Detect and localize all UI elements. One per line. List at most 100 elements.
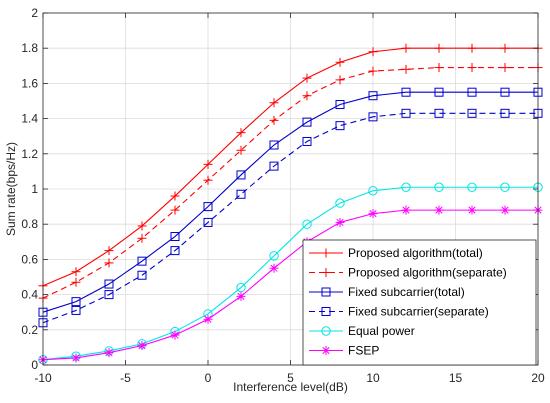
data-point bbox=[71, 277, 81, 287]
data-point bbox=[335, 75, 345, 85]
data-point bbox=[467, 87, 477, 97]
data-point bbox=[302, 91, 312, 101]
data-point bbox=[71, 267, 81, 277]
data-point bbox=[467, 205, 477, 215]
data-point bbox=[104, 348, 114, 358]
data-point bbox=[434, 43, 444, 53]
x-tick-label: 10 bbox=[366, 371, 380, 385]
data-point bbox=[104, 290, 114, 300]
data-point bbox=[203, 217, 213, 227]
marker-stroke bbox=[501, 206, 509, 214]
data-point bbox=[368, 186, 378, 196]
legend-label: Fixed subcarrier(total) bbox=[348, 285, 465, 299]
legend-marker bbox=[321, 307, 331, 316]
data-point bbox=[335, 217, 345, 227]
legend-marker bbox=[321, 248, 331, 258]
legend-entry: Proposed algorithm(total) bbox=[309, 246, 483, 260]
data-point bbox=[104, 246, 114, 256]
legend-label: Proposed algorithm(separate) bbox=[348, 266, 507, 280]
y-tick-label: 0.8 bbox=[21, 217, 38, 231]
data-point bbox=[71, 305, 81, 315]
marker-stroke bbox=[72, 354, 80, 362]
data-point bbox=[401, 43, 411, 53]
legend: Proposed algorithm(total) Proposed algori… bbox=[302, 239, 537, 366]
data-point bbox=[170, 246, 180, 256]
data-point bbox=[302, 73, 312, 83]
x-tick-label: -10 bbox=[34, 371, 52, 385]
data-point bbox=[203, 159, 213, 169]
data-point bbox=[467, 108, 477, 118]
y-axis-title: Sum rate(bps/Hz) bbox=[4, 142, 18, 236]
y-tick-label: 1.2 bbox=[21, 147, 38, 161]
series-line bbox=[42, 91, 538, 313]
legend-marker bbox=[321, 346, 331, 355]
x-tick-label: 5 bbox=[287, 371, 294, 385]
data-point bbox=[137, 341, 147, 351]
data-point bbox=[368, 47, 378, 57]
data-point bbox=[335, 100, 345, 110]
data-point bbox=[368, 66, 378, 76]
data-point bbox=[302, 219, 312, 229]
data-point bbox=[170, 191, 180, 201]
data-point bbox=[335, 198, 345, 208]
legend-entry: Proposed algorithm(separate) bbox=[309, 266, 507, 280]
marker-stroke bbox=[402, 206, 410, 214]
y-tick-label: 0.6 bbox=[21, 252, 38, 266]
data-point bbox=[236, 282, 246, 293]
legend-label: Equal power bbox=[348, 324, 415, 338]
data-point bbox=[236, 170, 246, 180]
data-point bbox=[269, 115, 279, 125]
legend-entry: Fixed subcarrier(separate) bbox=[309, 305, 489, 319]
data-point bbox=[500, 63, 510, 73]
marker-stroke bbox=[468, 206, 476, 214]
legend-marker bbox=[321, 268, 331, 277]
series-3 bbox=[38, 87, 543, 317]
data-point bbox=[335, 121, 345, 131]
y-tick-label: 0 bbox=[31, 358, 38, 372]
data-point bbox=[467, 63, 477, 73]
marker-stroke bbox=[204, 315, 212, 323]
data-point bbox=[401, 205, 411, 215]
data-point bbox=[71, 297, 81, 307]
data-point bbox=[236, 128, 246, 138]
data-point bbox=[137, 221, 147, 231]
series-line bbox=[42, 112, 538, 324]
data-point bbox=[170, 232, 180, 242]
data-point bbox=[401, 108, 411, 118]
data-point bbox=[434, 205, 444, 215]
data-point bbox=[137, 233, 147, 243]
series-1 bbox=[38, 43, 543, 291]
data-point bbox=[500, 108, 510, 118]
x-tick-label: 20 bbox=[531, 371, 545, 385]
data-point bbox=[401, 182, 411, 192]
legend-label: Proposed algorithm(total) bbox=[348, 246, 483, 260]
marker-stroke bbox=[171, 331, 179, 339]
data-point bbox=[434, 87, 444, 97]
data-point bbox=[500, 43, 510, 53]
y-tick-label: 2 bbox=[31, 6, 38, 20]
legend-entry: FSEP bbox=[309, 344, 379, 358]
y-tick-label: 1.4 bbox=[21, 112, 38, 126]
data-point bbox=[500, 182, 510, 192]
marker-stroke bbox=[435, 206, 443, 214]
series-line bbox=[42, 186, 538, 361]
data-point bbox=[302, 136, 312, 146]
marker-stroke bbox=[322, 346, 330, 355]
x-tick-label: -5 bbox=[120, 371, 131, 385]
data-point bbox=[269, 251, 279, 261]
axis-ticks: -10 -5 0 5 10 15 20 0 0.2 0.4 0.6 0.8 1 1.2 1.4 1.6 1.8 2 bbox=[21, 6, 545, 385]
data-point bbox=[467, 43, 477, 53]
data-point bbox=[269, 263, 279, 273]
data-point bbox=[137, 256, 147, 266]
marker-stroke bbox=[369, 210, 377, 218]
data-point bbox=[71, 353, 81, 363]
data-point bbox=[500, 87, 510, 97]
data-point bbox=[203, 175, 213, 185]
data-point bbox=[335, 57, 345, 67]
series-2 bbox=[38, 63, 543, 303]
data-point bbox=[467, 182, 477, 192]
data-point bbox=[368, 209, 378, 219]
legend-label: Fixed subcarrier(separate) bbox=[348, 305, 489, 319]
data-point bbox=[137, 270, 147, 280]
data-point bbox=[104, 279, 114, 289]
